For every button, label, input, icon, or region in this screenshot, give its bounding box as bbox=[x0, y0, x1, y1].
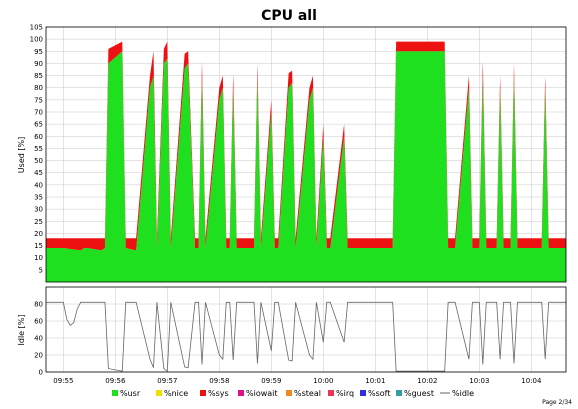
legend-label-iowait: %iowait bbox=[246, 389, 278, 398]
legend-label-irq: %irq bbox=[336, 389, 354, 398]
bottom-plot-yticks: 0 20 40 60 80 bbox=[34, 301, 43, 377]
top-y-tick-label: 70 bbox=[34, 109, 43, 117]
top-y-tick-label: 105 bbox=[30, 24, 43, 32]
top-y-tick-label: 80 bbox=[34, 84, 43, 92]
bottom-plot-series bbox=[46, 301, 566, 372]
legend-swatch-guest bbox=[396, 390, 402, 396]
area-series-usr bbox=[46, 51, 566, 283]
top-y-tick-label: 55 bbox=[34, 145, 43, 153]
bottom-y-tick-label: 20 bbox=[34, 352, 43, 360]
legend-label-nice: %nice bbox=[164, 389, 188, 398]
top-y-tick-label: 60 bbox=[34, 133, 43, 141]
page-label: Page 2/34 bbox=[542, 399, 572, 406]
x-tick-label: 10:00 bbox=[313, 377, 333, 385]
top-y-tick-label: 85 bbox=[34, 72, 43, 80]
x-tick-label: 10:04 bbox=[521, 377, 542, 385]
legend-label-soft: %soft bbox=[368, 389, 390, 398]
line-series-idle bbox=[46, 301, 566, 372]
x-tick-label: 09:57 bbox=[157, 377, 177, 385]
bottom-y-tick-label: 60 bbox=[34, 318, 43, 326]
top-y-tick-label: 65 bbox=[34, 121, 43, 129]
legend-swatch-usr bbox=[112, 390, 118, 396]
x-tick-label: 09:59 bbox=[261, 377, 281, 385]
top-plot-yticks: 5 10 15 20 25 30 35 40 45 50 55 60 65 70 75 80 85 90 95 100… bbox=[30, 24, 43, 275]
top-y-tick-label: 90 bbox=[34, 60, 43, 68]
top-y-tick-label: 50 bbox=[34, 157, 43, 165]
top-y-tick-label: 5 bbox=[39, 266, 43, 274]
top-y-axis-label: Used [%] bbox=[17, 137, 26, 173]
legend-label-idle: %idle bbox=[452, 389, 474, 398]
legend: %usr %nice %sys %iowait %steal %irq %soft %gues… bbox=[112, 389, 474, 398]
top-y-tick-label: 15 bbox=[34, 242, 43, 250]
legend-label-usr: %usr bbox=[120, 389, 141, 398]
x-tick-label: 10:03 bbox=[469, 377, 489, 385]
top-y-tick-label: 45 bbox=[34, 169, 43, 177]
bottom-y-tick-label: 40 bbox=[34, 335, 43, 343]
top-y-tick-label: 20 bbox=[34, 230, 43, 238]
legend-swatch-soft bbox=[360, 390, 366, 396]
top-plot-series bbox=[46, 41, 566, 283]
bottom-y-tick-label: 80 bbox=[34, 301, 43, 309]
bottom-y-axis-label: Idle [%] bbox=[17, 315, 26, 346]
legend-swatch-nice bbox=[156, 390, 162, 396]
bottom-plot-frame bbox=[45, 286, 567, 373]
x-tick-label: 09:58 bbox=[209, 377, 229, 385]
bottom-plot-xticks: 09:55 09:56 09:57 09:58 09:59 10:00 10:01 10:02… bbox=[53, 377, 542, 385]
legend-swatch-steal bbox=[286, 390, 292, 396]
legend-label-guest: %guest bbox=[404, 389, 434, 398]
top-y-tick-label: 10 bbox=[34, 254, 43, 262]
top-plot-frame bbox=[45, 26, 567, 283]
top-y-tick-label: 95 bbox=[34, 48, 43, 56]
x-tick-label: 10:01 bbox=[365, 377, 385, 385]
legend-swatch-iowait bbox=[238, 390, 244, 396]
chart-title: CPU all bbox=[261, 8, 317, 24]
bottom-y-tick-label: 0 bbox=[39, 369, 43, 377]
top-y-tick-label: 35 bbox=[34, 194, 43, 202]
top-y-tick-label: 75 bbox=[34, 96, 43, 104]
legend-label-steal: %steal bbox=[294, 389, 321, 398]
x-tick-label: 10:02 bbox=[417, 377, 437, 385]
top-y-tick-label: 100 bbox=[30, 36, 43, 44]
legend-swatch-irq bbox=[328, 390, 334, 396]
legend-label-sys: %sys bbox=[208, 389, 229, 398]
x-tick-label: 09:55 bbox=[53, 377, 73, 385]
top-y-tick-label: 40 bbox=[34, 181, 43, 189]
legend-swatch-sys bbox=[200, 390, 206, 396]
top-y-tick-label: 25 bbox=[34, 218, 43, 226]
x-tick-label: 09:56 bbox=[105, 377, 126, 385]
top-y-tick-label: 30 bbox=[34, 206, 43, 214]
